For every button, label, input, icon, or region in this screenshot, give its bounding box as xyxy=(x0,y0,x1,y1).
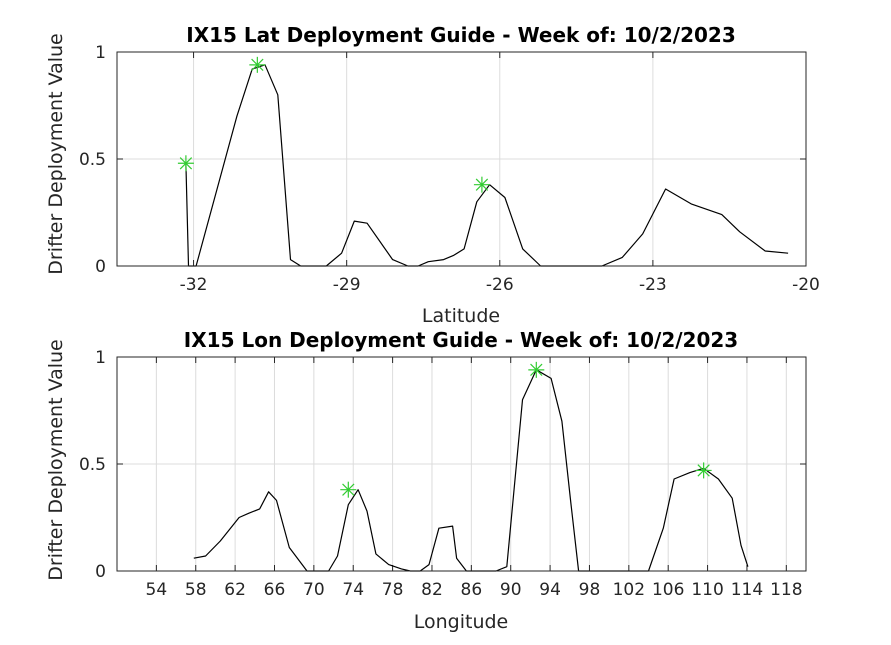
lon-chart-ticks: 54 58 62 66 70 74 78 82 86 90 94 98 102 106 110 114 118 0… xyxy=(79,348,806,600)
lat-chart-ticks: -32 -29 -26 -23 -20 0 0.5 1 xyxy=(79,43,820,295)
lat-chart-plot xyxy=(177,56,789,267)
lat-chart-peak-marker xyxy=(249,56,266,73)
lat-chart-ytick-label: 0.5 xyxy=(79,150,106,170)
lon-chart-xtick-label: 118 xyxy=(770,580,802,600)
lat-chart-peak-marker xyxy=(473,176,490,193)
lon-chart-xtick-label: 74 xyxy=(342,580,364,600)
lon-chart-xtick-label: 78 xyxy=(382,580,404,600)
lon-chart-xlabel: Longitude xyxy=(414,611,509,633)
lon-chart-ytick-label: 0.5 xyxy=(79,455,106,475)
lat-chart-xtick-label: -32 xyxy=(180,275,208,295)
lat-chart-peak-marker xyxy=(177,155,194,172)
lat-chart-ylabel: Drifter Deployment Value xyxy=(45,33,67,275)
lat-chart-axes-box xyxy=(116,51,807,267)
lat-chart-xtick-label: -20 xyxy=(792,275,820,295)
lon-chart-axes-box xyxy=(116,356,807,572)
lon-chart-xtick-label: 102 xyxy=(613,580,645,600)
lon-chart-xtick-label: 70 xyxy=(303,580,325,600)
lon-chart-xtick-label: 54 xyxy=(146,580,168,600)
lat-chart-xtick-label: -23 xyxy=(639,275,667,295)
lon-chart-ytick-label: 1 xyxy=(95,348,106,368)
lat-chart-title: IX15 Lat Deployment Guide - Week of: 10/… xyxy=(186,23,735,47)
lon-chart-peak-marker xyxy=(528,361,545,378)
lon-chart-series-line xyxy=(193,369,749,572)
lon-chart-xtick-label: 94 xyxy=(539,580,561,600)
lon-chart-peak-marker xyxy=(695,462,712,479)
lat-chart-grid xyxy=(117,52,806,266)
lat-chart-ytick-label: 0 xyxy=(95,257,106,277)
lat-chart-series-line xyxy=(185,64,789,267)
lon-chart-xtick-label: 90 xyxy=(500,580,522,600)
lat-chart: IX15 Lat Deployment Guide - Week of: 10/… xyxy=(79,23,820,327)
lon-chart-plot xyxy=(193,361,749,572)
lon-chart-xtick-label: 106 xyxy=(652,580,684,600)
lon-chart-xtick-label: 86 xyxy=(461,580,483,600)
lat-chart-xtick-label: -26 xyxy=(486,275,514,295)
lon-chart: IX15 Lon Deployment Guide - Week of: 10/… xyxy=(79,328,807,633)
lon-chart-xtick-label: 62 xyxy=(224,580,246,600)
lon-chart-grid xyxy=(117,357,806,571)
lon-chart-xtick-label: 98 xyxy=(579,580,601,600)
lon-chart-xtick-label: 82 xyxy=(421,580,443,600)
lat-chart-xlabel: Latitude xyxy=(422,305,500,327)
lon-chart-peak-marker xyxy=(340,481,357,498)
lon-chart-xtick-label: 58 xyxy=(185,580,207,600)
lon-chart-xtick-label: 110 xyxy=(691,580,723,600)
lon-chart-ytick-label: 0 xyxy=(95,562,106,582)
lon-chart-ylabel: Drifter Deployment Value xyxy=(45,339,67,581)
lon-chart-title: IX15 Lon Deployment Guide - Week of: 10/… xyxy=(184,328,738,352)
lon-chart-xtick-label: 114 xyxy=(731,580,763,600)
lat-chart-xtick-label: -29 xyxy=(333,275,361,295)
lon-chart-xtick-label: 66 xyxy=(264,580,286,600)
lat-chart-ytick-label: 1 xyxy=(95,43,106,63)
